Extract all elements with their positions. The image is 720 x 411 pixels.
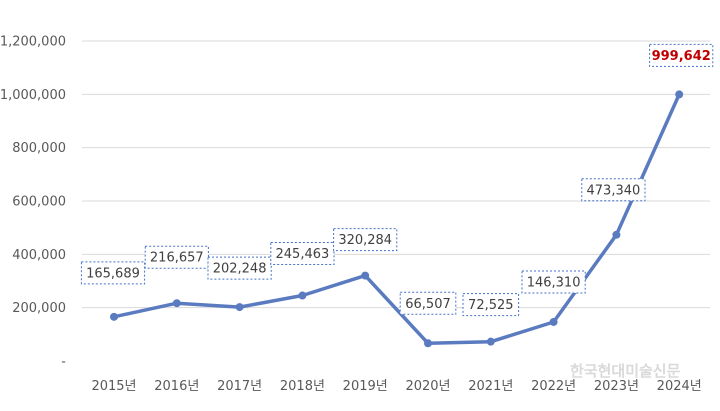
data-point [298, 291, 307, 300]
y-tick-label: 400,000 [12, 248, 66, 263]
data-label: 146,310 [521, 270, 586, 294]
data-label-text: 146,310 [527, 275, 581, 290]
data-point [110, 312, 118, 321]
x-tick-label: 2015년 [91, 379, 136, 394]
data-label-box [207, 256, 272, 280]
data-label-box [80, 261, 146, 285]
data-label: 202,248 [207, 256, 272, 280]
y-tick-label: 200,000 [12, 301, 66, 316]
x-tick-label: 2017년 [217, 379, 262, 394]
x-tick-label: 2021년 [468, 379, 513, 394]
data-label-text: 216,657 [150, 251, 204, 266]
data-label: 473,340 [581, 178, 646, 202]
y-tick-label: 600,000 [12, 195, 66, 210]
x-tick-label: 2019년 [343, 379, 388, 394]
data-label-text: 473,340 [587, 183, 641, 198]
data-points [110, 90, 684, 348]
data-label-text: 202,248 [213, 262, 267, 277]
data-label: 999,642 [649, 43, 714, 67]
data-point [424, 339, 432, 348]
data-label: 66,507 [399, 291, 457, 315]
x-tick-label: 2023년 [594, 379, 639, 394]
data-label-text: 66,507 [405, 297, 451, 312]
y-tick-label: - [61, 355, 66, 370]
x-tick-label: 2020년 [405, 379, 450, 394]
data-label: 165,689 [80, 261, 146, 285]
data-labels: 165,689 216,657 202,248 245,463 320,284 66,50… [80, 43, 714, 317]
y-tick-label: 1,000,000 [0, 88, 66, 103]
data-label: 216,657 [144, 245, 209, 269]
data-label: 72,525 [462, 293, 520, 317]
y-axis-ticks: - 200,000 400,000 600,000 800,000 1,000,000 1,… [0, 35, 66, 370]
data-label: 245,463 [270, 242, 335, 266]
series-line [113, 93, 681, 346]
data-point [612, 230, 621, 239]
data-point [549, 317, 558, 326]
data-point [486, 337, 495, 346]
data-label-text: 165,689 [86, 266, 140, 281]
data-point [235, 303, 244, 312]
x-tick-label: 2024년 [657, 379, 702, 394]
watermark-text: 한국현대미술신문 [570, 362, 681, 380]
x-axis-ticks: 2015년 2016년 2017년 2018년 2019년 2020년 2021년 2022년… [91, 379, 701, 394]
x-tick-label: 2016년 [154, 379, 199, 394]
data-label-text: 999,642 [652, 49, 711, 64]
data-label-box [399, 291, 457, 315]
data-label-box [270, 242, 335, 266]
data-label-text: 72,525 [468, 298, 514, 313]
y-tick-label: 800,000 [12, 141, 66, 156]
data-label-box [462, 293, 520, 317]
data-label-box [333, 228, 398, 252]
data-label-box [649, 43, 714, 67]
x-tick-label: 2022년 [531, 379, 576, 394]
data-point [675, 90, 684, 99]
data-label-text: 245,463 [276, 247, 330, 262]
data-label-box [581, 178, 646, 202]
data-point [172, 299, 181, 308]
data-label-box [144, 245, 209, 269]
data-point [361, 271, 370, 280]
data-label-text: 320,284 [338, 233, 392, 248]
y-tick-label: 1,200,000 [0, 35, 66, 50]
data-label: 320,284 [333, 228, 398, 252]
data-label-box [521, 270, 586, 294]
x-tick-label: 2018년 [280, 379, 325, 394]
